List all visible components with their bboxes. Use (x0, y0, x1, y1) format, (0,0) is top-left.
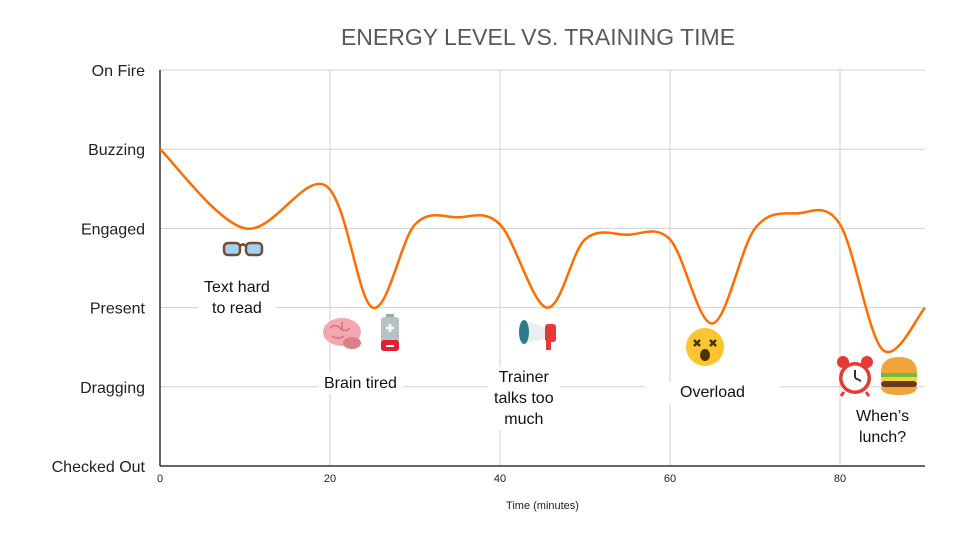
x-axis-title: Time (minutes) (506, 500, 579, 512)
brain-icon (323, 318, 361, 349)
glasses-icon (222, 241, 264, 257)
x-tick-label: 20 (324, 473, 336, 485)
y-tick-label: On Fire (92, 63, 145, 80)
dizzy-face-icon (686, 328, 724, 366)
y-tick-label: Buzzing (88, 142, 145, 159)
annotation-text-hard-to-read: Text hard to read (198, 277, 276, 319)
low-battery-icon (381, 314, 399, 351)
x-tick-label: 80 (834, 473, 846, 485)
chart-title: ENERGY LEVEL VS. TRAINING TIME (340, 24, 736, 50)
megaphone-icon (519, 320, 556, 350)
y-tick-label: Present (90, 301, 146, 318)
x-tick-label: 40 (494, 473, 506, 485)
annotation-overload: Overload (645, 382, 780, 403)
annotation-whens-lunch: When’s lunch? (850, 406, 916, 448)
x-tick-label: 60 (664, 473, 676, 485)
x-tick-label: 0 (157, 473, 163, 485)
hamburger-icon (881, 357, 917, 395)
annotation-trainer-talks: Trainer talks too much (488, 367, 560, 430)
y-tick-label: Checked Out (52, 459, 146, 476)
annotation-brain-tired: Brain tired (318, 373, 403, 394)
y-tick-label: Dragging (80, 380, 145, 397)
energy-line (159, 148, 926, 354)
y-tick-label: Engaged (81, 221, 145, 238)
alarm-clock-icon (837, 356, 873, 397)
